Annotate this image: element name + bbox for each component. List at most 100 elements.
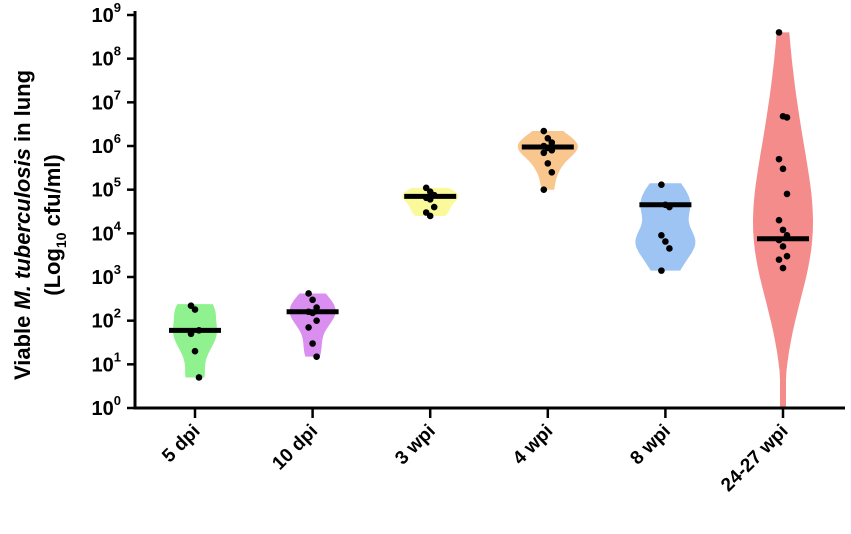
y-title2-subscript: 10 <box>53 232 69 248</box>
data-point <box>666 245 673 252</box>
violin-shape <box>173 304 217 378</box>
data-point <box>313 304 320 311</box>
data-point <box>426 196 434 203</box>
data-point <box>775 236 783 244</box>
data-point <box>430 191 438 199</box>
y-title-italic: M. tuberculosis <box>10 148 35 309</box>
data-point <box>309 340 316 347</box>
violin-shape <box>289 293 336 357</box>
data-point <box>775 256 783 263</box>
data-point <box>195 374 203 381</box>
violin-shape <box>635 183 696 271</box>
violin-group <box>517 127 578 193</box>
violin-group <box>635 181 696 274</box>
data-point <box>187 330 195 338</box>
data-point <box>666 203 673 211</box>
data-point <box>775 155 783 163</box>
y-tick-base: 10 <box>92 354 114 376</box>
y-tick-base: 10 <box>92 136 114 158</box>
axes <box>133 11 845 410</box>
y-axis-title-line1: Viable M. tuberculosis in lung <box>10 70 35 380</box>
violin-shape <box>753 32 813 409</box>
y-tick-exponent: 7 <box>114 87 121 102</box>
data-point <box>775 29 783 36</box>
data-point <box>305 324 312 331</box>
x-tick-label: 5 dpi <box>158 421 204 467</box>
y-tick-base: 10 <box>92 267 114 289</box>
y-tick-label: 107 <box>92 87 121 114</box>
data-point <box>783 114 791 121</box>
data-point <box>540 186 548 193</box>
y-tick-label: 108 <box>92 44 121 71</box>
y-tick-base: 10 <box>92 311 114 333</box>
data-point <box>779 264 787 272</box>
data-point <box>540 149 548 157</box>
y-tick-label: 104 <box>92 218 122 245</box>
x-tick-label: 24-27 wpi <box>717 421 792 496</box>
data-point <box>309 309 316 317</box>
y-tick-base: 10 <box>92 180 114 202</box>
y-title2-prefix: (Log <box>40 248 65 296</box>
violin-group <box>402 184 459 220</box>
y-tick-label: 106 <box>92 131 121 158</box>
data-point <box>544 135 552 142</box>
data-point <box>309 296 316 304</box>
data-point <box>658 181 665 188</box>
data-point <box>548 168 556 176</box>
data-point <box>662 238 669 245</box>
y-tick-exponent: 3 <box>114 262 121 277</box>
x-tick-label: 4 wpi <box>509 421 557 469</box>
y-tick-label: 100 <box>92 393 121 420</box>
y-title-suffix: in lung <box>10 70 35 148</box>
data-point <box>548 146 556 154</box>
y-tick-exponent: 9 <box>114 0 121 15</box>
data-point <box>544 160 552 167</box>
y-axis-title-line2: (Log10 cfu/ml) <box>40 154 69 295</box>
y-tick-exponent: 2 <box>114 306 121 321</box>
y-tick-exponent: 1 <box>114 349 121 364</box>
x-axis-ticks: 5 dpi 10 dpi 3 wpi 4 wpi 8 wpi 24-27 wpi <box>158 408 793 496</box>
data-point <box>313 353 320 360</box>
violin-group <box>753 29 813 409</box>
y-tick-base: 10 <box>92 92 114 114</box>
y-tick-exponent: 5 <box>114 175 121 190</box>
y-tick-base: 10 <box>92 49 114 71</box>
y-title2-suffix: cfu/ml) <box>40 154 65 232</box>
x-tick-label: 10 dpi <box>268 421 322 475</box>
x-tick-label: 8 wpi <box>626 421 674 469</box>
data-point <box>779 226 787 234</box>
y-tick-base: 10 <box>92 5 114 27</box>
data-point <box>426 212 434 220</box>
y-tick-label: 109 <box>92 0 121 27</box>
y-title-prefix: Viable <box>10 310 35 381</box>
violins <box>169 29 813 409</box>
data-point <box>775 216 783 224</box>
y-axis-title: Viable M. tuberculosis in lung (Log10 cf… <box>10 70 69 380</box>
data-point <box>783 190 791 198</box>
y-tick-label: 102 <box>92 306 121 333</box>
data-point <box>658 232 665 239</box>
violin-group <box>169 302 221 381</box>
data-point <box>540 127 548 135</box>
data-point <box>195 327 203 334</box>
data-point <box>783 252 791 260</box>
y-tick-exponent: 6 <box>114 131 121 146</box>
y-tick-exponent: 0 <box>114 393 121 408</box>
data-point <box>548 139 556 146</box>
data-point <box>779 243 787 250</box>
data-point <box>191 347 199 355</box>
data-point <box>783 232 791 239</box>
violin-group <box>286 290 339 360</box>
y-tick-base: 10 <box>92 398 114 420</box>
y-tick-exponent: 8 <box>114 44 121 59</box>
data-point <box>305 290 312 297</box>
data-point <box>658 267 665 274</box>
y-tick-base: 10 <box>92 223 114 245</box>
data-point <box>191 306 199 313</box>
data-point <box>430 203 438 211</box>
y-tick-exponent: 4 <box>114 218 122 233</box>
y-tick-label: 105 <box>92 175 121 202</box>
